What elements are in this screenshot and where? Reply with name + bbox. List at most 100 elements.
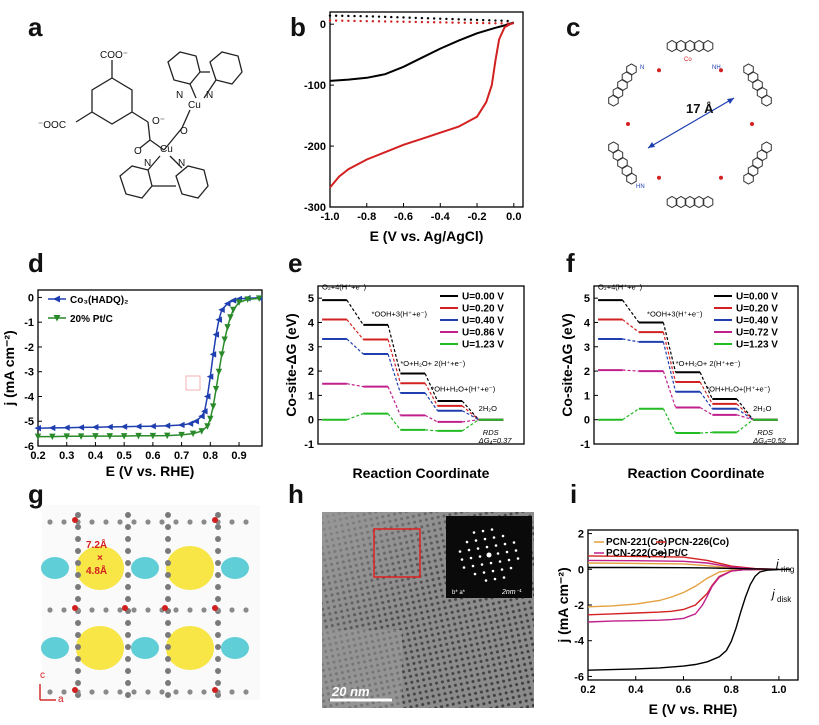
cobalt-node (657, 175, 661, 180)
nitrogen-label-2: N (206, 90, 213, 101)
chart-b-dotted-point (463, 21, 466, 24)
linker-atom (125, 572, 131, 578)
metal-node (72, 517, 78, 523)
chart-d-xtick-label: 0.5 (117, 450, 132, 462)
chart-b-dotted-point (481, 21, 485, 25)
chart-d-point (218, 351, 225, 358)
linker-atom (125, 524, 131, 530)
fft-spot (505, 550, 509, 554)
linker-atom (125, 656, 131, 662)
linker-atom (243, 519, 249, 525)
framework-ring (626, 172, 637, 185)
chart-f-connector (699, 407, 713, 416)
linker-atom (165, 668, 171, 674)
chart-e-annotation: O₂+4(H⁺+e⁻) (322, 283, 367, 292)
chart-f-connector (736, 403, 754, 421)
chart-e-ytick-label: 4 (308, 317, 315, 329)
pore-yellow (76, 546, 124, 590)
pore-yellow (166, 626, 214, 670)
chart-b-dotted-point (463, 18, 466, 21)
fft-spot (490, 528, 494, 531)
chart-b-dotted-point (426, 17, 430, 20)
linker-atom (75, 632, 81, 638)
scalebar-label: 20 nm (331, 684, 370, 699)
framework-ring (752, 78, 763, 92)
linker-atom (145, 689, 151, 695)
fft-spot (485, 545, 489, 549)
pore-cyan (41, 637, 69, 659)
chart-b-dotted-point (353, 19, 356, 23)
chart-e-ylabel: Co-site-ΔG (eV) (283, 313, 299, 416)
chart-f-connector (736, 419, 754, 433)
chart-i-ytick-label: 2 (578, 529, 584, 541)
pore-cyan (221, 637, 249, 659)
metal-node (212, 517, 218, 523)
chart-e-ytick-label: 1 (308, 390, 314, 402)
chart-i-ytick-label: -6 (574, 671, 584, 683)
framework-ring (675, 195, 687, 209)
copper-label-2: Cu (160, 144, 173, 155)
chart-d-point (106, 433, 113, 440)
chart-d-point (203, 393, 211, 400)
carboxylate-left: ⁻OOC (38, 120, 66, 131)
chart-i-legend-label: PCN-221(Co) (606, 537, 667, 548)
chart-d-point (149, 422, 156, 430)
linker-atom (215, 524, 221, 530)
chart-b-dotted-point (334, 14, 338, 17)
fft-spot (516, 557, 520, 560)
chart-b-dotted-point (506, 19, 509, 23)
chart-f-ytick-label: 2 (584, 366, 590, 378)
chart-e-connector (346, 319, 364, 340)
framework-ring (617, 78, 628, 92)
framework-ring (612, 149, 624, 162)
chart-f-connector (622, 299, 640, 323)
chart-e-ytick-label: 3 (308, 342, 314, 354)
linker-atom (125, 536, 131, 542)
framework-ring (702, 39, 714, 53)
framework-c-labels: 17 Å Co N NH HN (636, 57, 721, 190)
framework-ring (612, 86, 624, 99)
chart-b-xlabel: E (V vs. Ag/AgCl) (370, 228, 484, 244)
pore-yellow (166, 546, 214, 590)
linker-atom (187, 607, 193, 613)
chart-b-dotted-point (432, 21, 436, 24)
linker-atom (75, 680, 81, 686)
chart-b-dotted-point (359, 19, 362, 23)
linker-atom (125, 632, 131, 638)
linker-atom (75, 560, 81, 566)
fft-spot (467, 548, 471, 552)
cobalt-node (719, 68, 723, 73)
chart-e-annotation: 2H₂O (479, 404, 497, 413)
chart-d-point (49, 433, 56, 441)
fft-spot (502, 576, 506, 579)
linker-atom (173, 607, 179, 613)
chart-e-connector (387, 324, 401, 374)
chart-f-ytick-label: -1 (580, 439, 590, 451)
fft-spot (498, 560, 502, 563)
linker-atom (215, 668, 221, 674)
chart-b-ytick-label: -100 (304, 80, 326, 92)
chart-e-legend-label: U=0.20 V (462, 304, 504, 315)
chart-i-xtick-label: 1.0 (771, 684, 786, 696)
linker-atom (215, 620, 221, 626)
linker-atom (165, 680, 171, 686)
benzene-ring (91, 77, 133, 125)
chart-d-point (244, 296, 251, 303)
chart-d-point (91, 423, 99, 431)
chart-f-legend-label: U=0.00 V (736, 292, 778, 303)
chart-b-xtick-label: -1.0 (321, 211, 340, 223)
chart-f-ytick-label: 0 (584, 415, 590, 427)
tem-image (322, 512, 534, 708)
linker-atom (165, 656, 171, 662)
fft-spot (460, 558, 464, 561)
chart-i: 0.2 0.4 0.6 0.8 1.0 2 0 -2 -4 -6 E (V vs. RHE) j (m… (555, 529, 799, 717)
chart-f-connector (662, 408, 677, 434)
chart-b-dotted-point (390, 15, 393, 19)
chart-f-connector (662, 370, 677, 408)
linker-atom (75, 668, 81, 674)
chart-e-connector (461, 405, 480, 421)
linker-atom (165, 692, 171, 698)
framework-ring (761, 141, 772, 154)
pore-size-label: 17 Å (686, 101, 714, 116)
chart-b-dotted-point (451, 21, 454, 24)
